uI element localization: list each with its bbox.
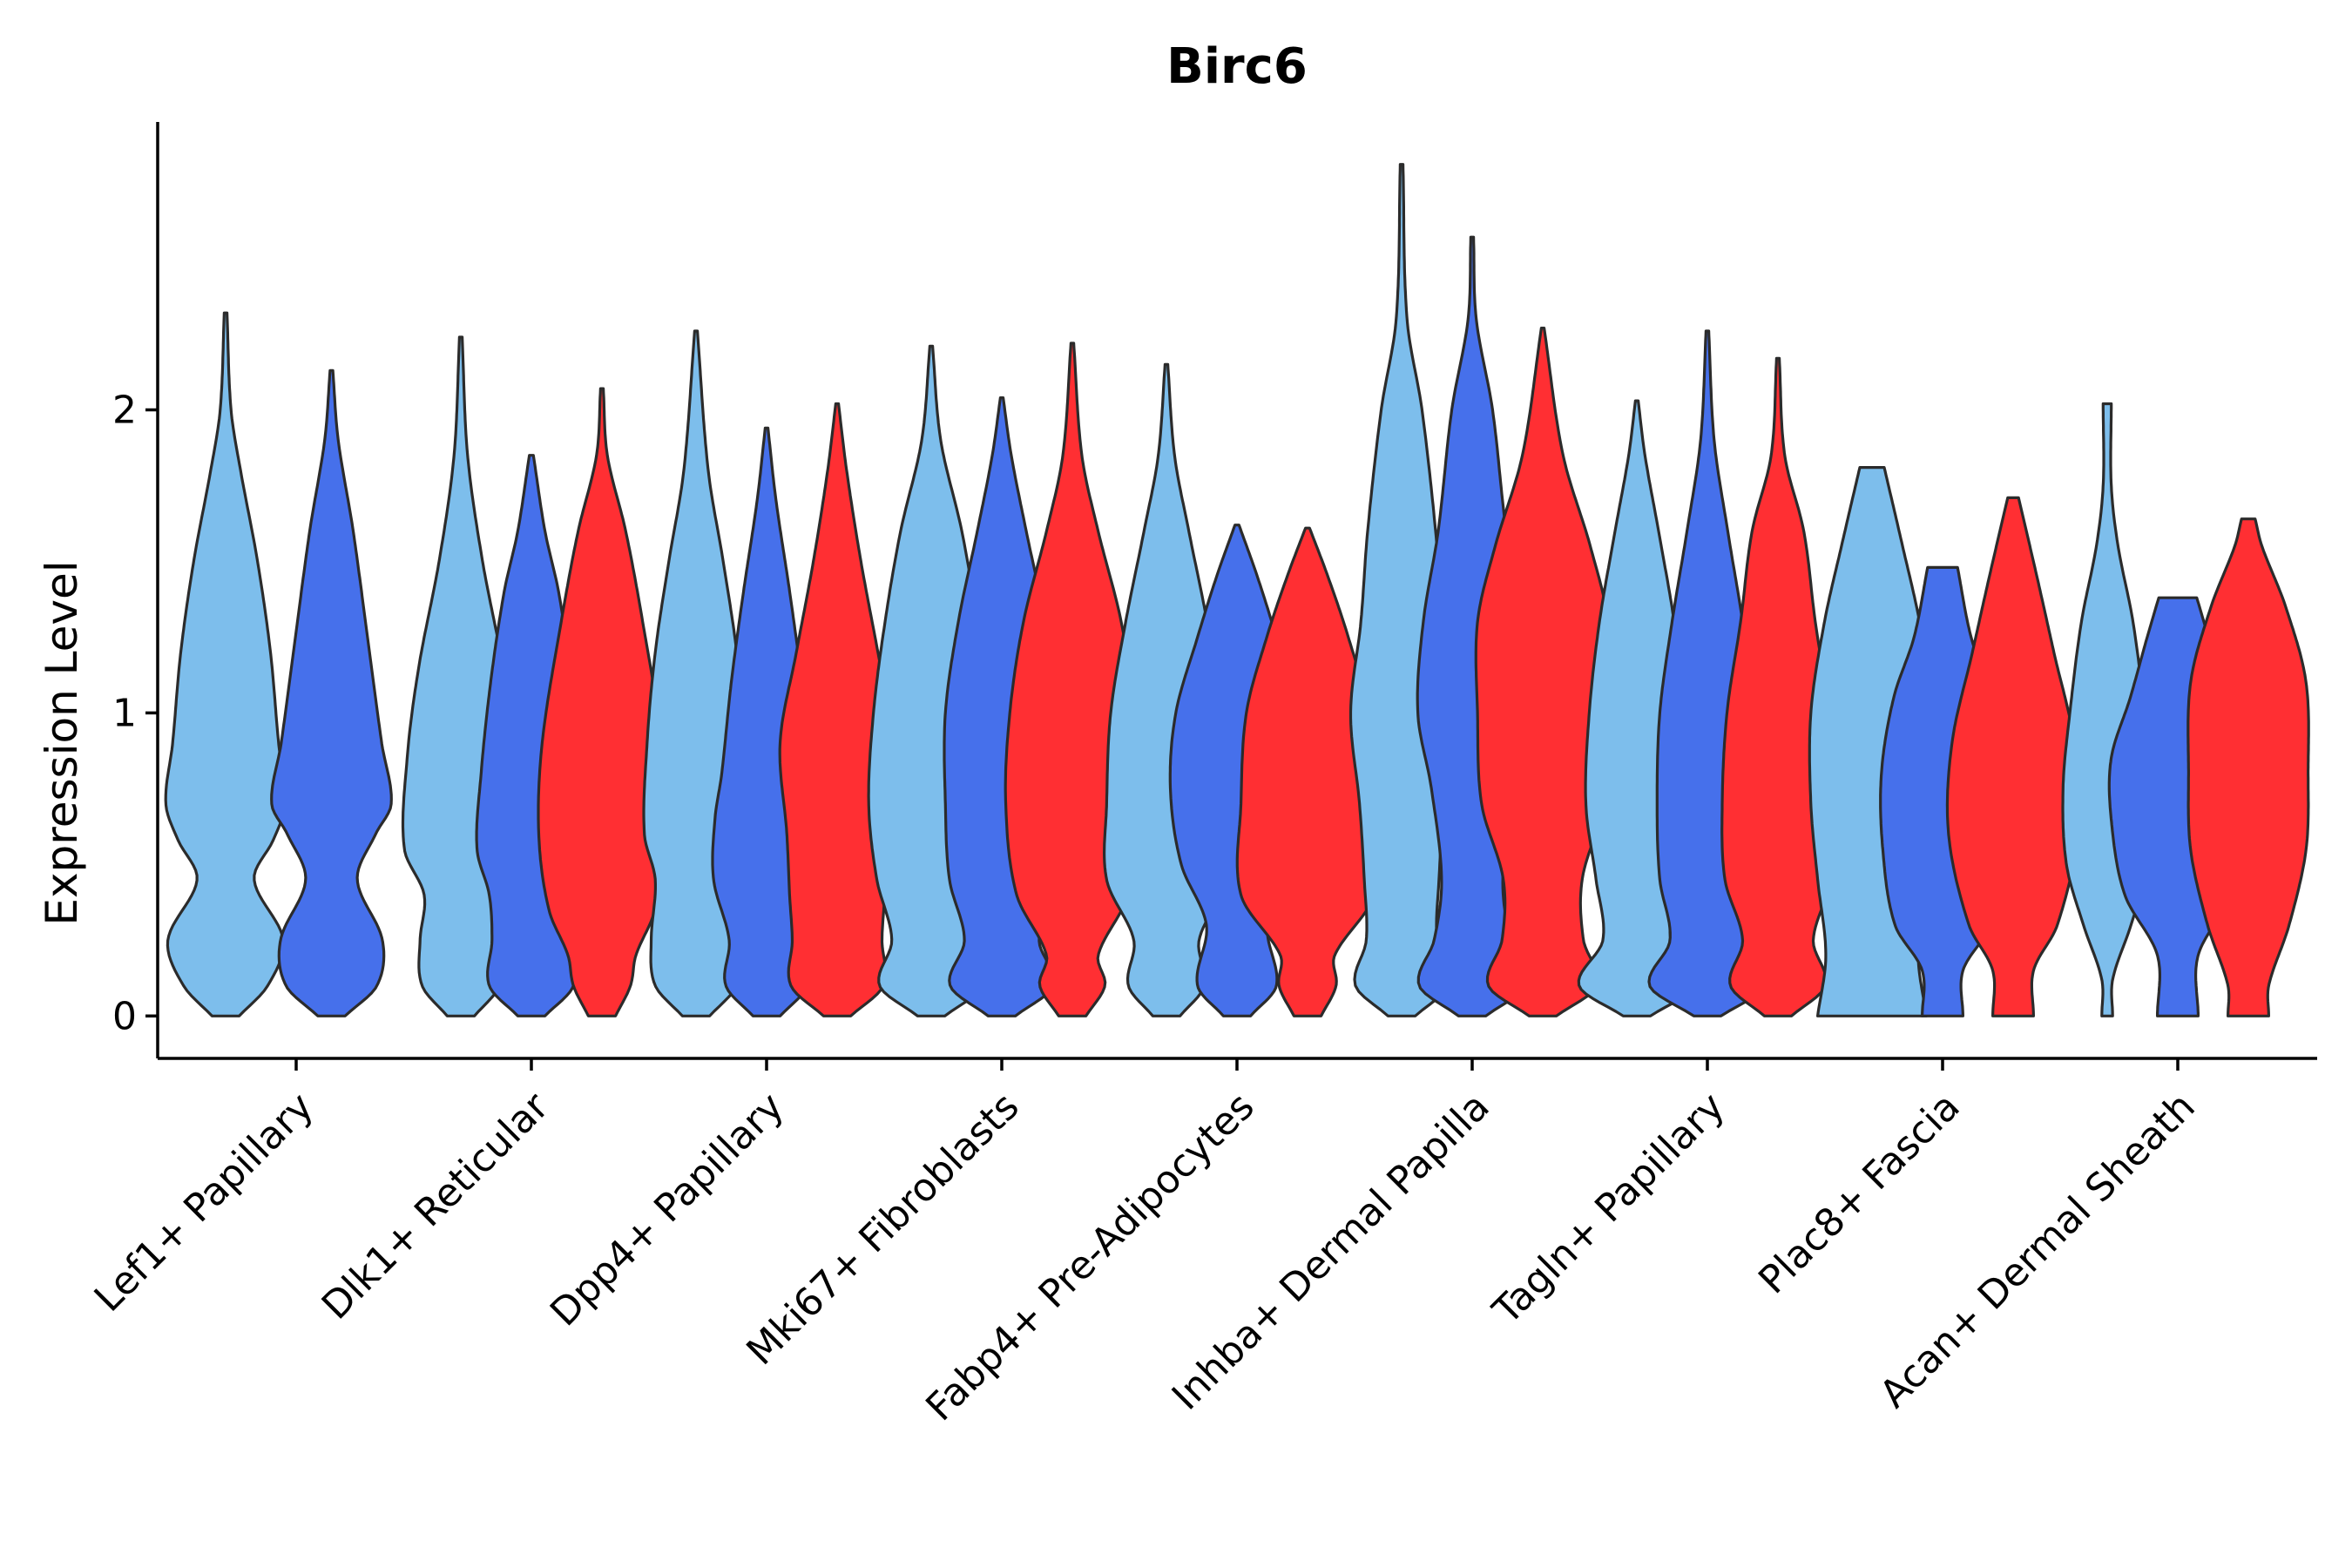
y-tick-label-2: 2 [112,389,137,433]
x-tick-label-plac8-fascia: Plac8+ Fascia [1750,1085,1969,1303]
y-tick-label-1: 1 [112,691,137,735]
y-axis-label: Expression Level [37,560,87,925]
violin-lef1-papillary-group-2 [270,368,393,1017]
y-ticks: 0 1 2 [112,389,158,1038]
violin-acan-dermal-sheath-group-3 [2186,517,2310,1017]
y-tick-label-0: 0 [112,994,137,1038]
x-tick-label-tagln-papillary: Tagln+ Papillary [1484,1085,1734,1334]
violin-dlk1-reticular-group-3 [537,387,667,1017]
violins-layer [164,163,2310,1017]
chart-title: Birc6 [1166,38,1308,95]
violin-lef1-papillary-group-1 [164,311,287,1017]
x-tick-label-lef1-papillary: Lef1+ Papillary [86,1085,322,1321]
x-tick-label-dpp4-papillary: Dpp4+ Papillary [542,1085,793,1335]
x-tick-label-dlk1-reticular: Dlk1+ Reticular [314,1084,558,1328]
